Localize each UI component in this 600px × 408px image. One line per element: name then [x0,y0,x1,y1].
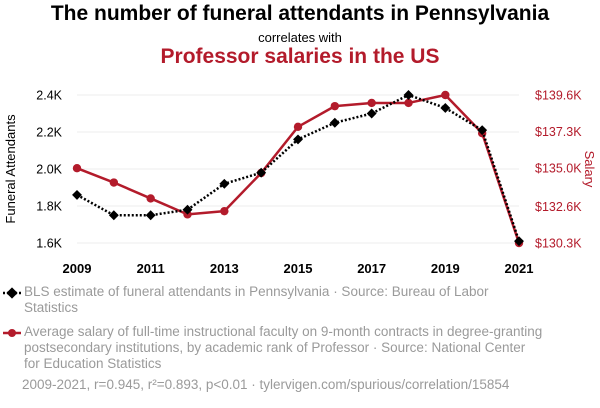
legend-marker-black-icon [3,287,21,299]
data-point-funeral-attendants [72,189,82,200]
left-tick-label: 1.6K [36,237,62,251]
data-point-funeral-attendants [108,210,119,221]
left-axis-label: Funeral Attendants [3,114,18,224]
x-tick-label: 2017 [357,261,386,276]
data-point-professor-salary [72,164,82,173]
data-point-professor-salary [109,178,119,187]
legend-label-professor-salary: Average salary of full-time instructiona… [24,324,543,371]
data-point-funeral-attendants [403,90,414,100]
data-point-professor-salary [404,98,413,108]
x-tick-label: 2009 [63,261,92,276]
left-tick-label: 2.2K [36,126,62,140]
chart-subtitle: correlates with [258,30,342,45]
right-tick-label: $135.0K [535,162,582,176]
data-point-funeral-attendants [219,178,230,189]
data-point-funeral-attendants [514,236,524,247]
right-tick-label: $130.3K [535,237,582,251]
data-point-funeral-attendants [477,125,488,136]
data-point-professor-salary [146,194,155,203]
chart-title-secondary: Professor salaries in the US [160,45,440,68]
data-point-funeral-attendants [182,204,193,215]
left-tick-label: 2.0K [36,163,62,177]
footer-stats: 2009-2021, r=0.945, r²=0.893, p<0.01 · t… [22,377,510,392]
series-line-funeral-attendants [76,93,521,242]
data-point-professor-salary [220,206,229,216]
left-tick-label: 2.4K [36,89,62,103]
right-axis-label: Salary [582,151,597,188]
data-point-professor-salary [367,98,376,108]
left-tick-label: 1.8K [36,200,62,214]
line-chart: 1.6K 1.8K 2.0K 2.2K 2.4K $130.3K $132.6K $135.0… [3,89,597,277]
data-point-professor-salary [293,122,303,132]
x-tick-label: 2013 [210,261,239,276]
legend-item-professor-salary: Average salary of full-time instructiona… [0,324,560,374]
data-point-professor-salary [330,101,340,111]
data-point-funeral-attendants [145,210,156,221]
right-tick-label: $137.3K [535,125,582,139]
data-point-funeral-attendants [293,134,303,145]
legend-item-funeral-attendants: BLS estimate of funeral attendants in Pe… [0,284,560,318]
data-point-funeral-attendants [366,108,377,119]
data-point-funeral-attendants [329,117,340,128]
x-tick-label: 2015 [284,261,313,276]
chart-title: The number of funeral attendants in Penn… [50,2,550,25]
x-tick-label: 2019 [431,261,460,276]
right-tick-label: $132.6K [535,200,582,214]
x-tick-label: 2011 [137,261,165,276]
data-point-professor-salary [441,90,450,100]
data-point-funeral-attendants [256,167,267,178]
legend-marker-red-icon [3,329,21,337]
legend-label-funeral-attendants: BLS estimate of funeral attendants in Pe… [24,284,489,315]
right-tick-label: $139.6K [535,89,582,103]
x-tick-label: 2021 [505,261,534,276]
